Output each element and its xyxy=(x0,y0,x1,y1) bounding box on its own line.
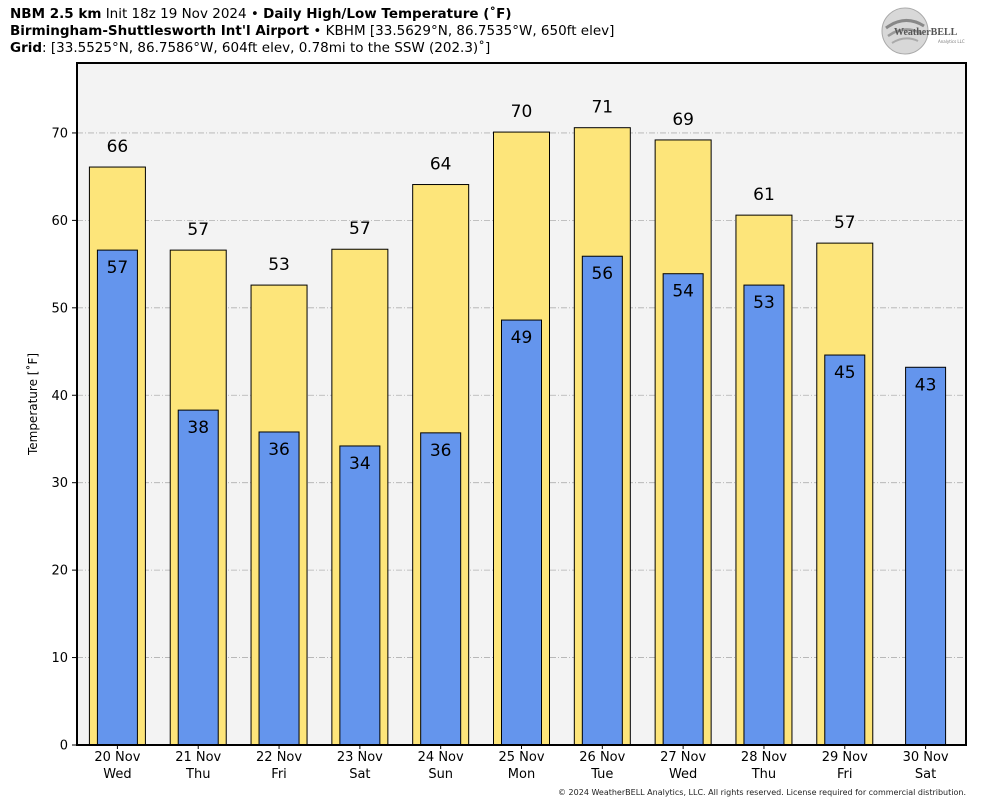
y-tick-label: 70 xyxy=(51,126,68,141)
y-tick-label: 60 xyxy=(51,214,68,229)
low-temp-bar xyxy=(177,409,219,746)
grid-info: : [33.5525°N, 86.7586°W, 604ft elev, 0.7… xyxy=(42,40,491,56)
low-temp-label: 57 xyxy=(107,258,129,278)
x-tick-label-day: Sun xyxy=(428,767,453,782)
x-tick-label-date: 20 Nov xyxy=(94,750,140,765)
station-info: KBHM [33.5629°N, 86.7535°W, 650ft elev] xyxy=(325,23,615,39)
high-temp-label: 64 xyxy=(430,155,452,175)
grid-line: Grid: [33.5525°N, 86.7586°W, 604ft elev,… xyxy=(10,40,490,57)
x-tick-label-date: 27 Nov xyxy=(660,750,706,765)
x-tick-label-date: 29 Nov xyxy=(822,750,868,765)
x-tick-label-date: 23 Nov xyxy=(337,750,383,765)
x-tick-label-day: Tue xyxy=(590,767,613,782)
bullet-separator: • xyxy=(313,23,322,39)
x-tick-label-date: 25 Nov xyxy=(498,750,544,765)
grid-label: Grid xyxy=(10,40,43,56)
low-temp-label: 56 xyxy=(591,264,613,284)
x-tick-label-date: 28 Nov xyxy=(741,750,787,765)
x-tick-label-day: Wed xyxy=(669,767,697,782)
low-temp-label: 54 xyxy=(672,282,694,302)
logo-text: WeatherBELL xyxy=(894,27,958,38)
product-name: Daily High/Low Temperature (˚F) xyxy=(263,6,512,22)
low-temp-bar xyxy=(581,255,623,746)
low-temp-label: 43 xyxy=(915,375,937,395)
high-temp-label: 61 xyxy=(753,185,775,205)
weatherbell-logo: WeatherBELL Analytics LLC xyxy=(881,7,965,55)
x-tick-label-day: Fri xyxy=(271,767,287,782)
high-temp-label: 69 xyxy=(672,110,694,130)
x-tick-label-date: 22 Nov xyxy=(256,750,302,765)
y-tick-label: 0 xyxy=(60,739,68,754)
y-tick-label: 40 xyxy=(51,389,68,404)
low-temp-label: 38 xyxy=(187,418,209,438)
y-tick-label: 20 xyxy=(51,564,68,579)
bars xyxy=(88,127,947,746)
station-name: Birmingham-Shuttlesworth Int'l Airport xyxy=(10,23,310,39)
high-temp-label: 66 xyxy=(107,137,129,157)
low-temp-bar xyxy=(905,366,947,746)
station-line: Birmingham-Shuttlesworth Int'l Airport •… xyxy=(10,23,614,40)
chart-title-line: NBM 2.5 km Init 18z 19 Nov 2024 • Daily … xyxy=(10,6,512,23)
high-temp-label: 57 xyxy=(187,220,209,240)
x-tick-label-day: Mon xyxy=(508,767,535,782)
high-temp-label: 70 xyxy=(511,102,533,122)
low-temp-label: 36 xyxy=(268,440,290,460)
low-temp-bar xyxy=(339,445,381,746)
x-tick-label-day: Thu xyxy=(751,767,776,782)
low-temp-bar xyxy=(662,273,704,746)
x-tick-label-date: 26 Nov xyxy=(579,750,625,765)
low-temp-label: 36 xyxy=(430,441,452,461)
y-tick-label: 10 xyxy=(51,651,68,666)
x-tick-label-date: 30 Nov xyxy=(903,750,949,765)
low-temp-bar xyxy=(501,319,542,746)
high-temp-label: 57 xyxy=(834,213,856,233)
y-tick-label: 30 xyxy=(51,476,68,491)
low-temp-bar xyxy=(420,432,462,746)
logo-subtext: Analytics LLC xyxy=(938,39,965,44)
y-tick-label: 50 xyxy=(51,301,68,316)
model-name: NBM 2.5 km xyxy=(10,6,102,22)
low-temp-label: 45 xyxy=(834,363,856,383)
y-axis-label: Temperature [˚F] xyxy=(25,353,40,456)
low-temp-bar xyxy=(96,249,138,746)
low-temp-bar xyxy=(258,431,300,746)
x-tick-label-date: 24 Nov xyxy=(418,750,464,765)
x-tick-label-day: Sat xyxy=(915,767,936,782)
x-tick-label-day: Thu xyxy=(185,767,210,782)
bullet-separator: • xyxy=(250,6,259,22)
low-temp-label: 53 xyxy=(753,293,775,313)
low-temp-label: 34 xyxy=(349,454,371,474)
high-temp-label: 57 xyxy=(349,219,371,239)
low-temp-bar xyxy=(743,284,785,746)
low-temp-bar xyxy=(824,354,866,746)
x-tick-label-day: Sat xyxy=(349,767,370,782)
value-labels: 66 57 57 38 53 36 57 34 64 36 70 49 71 56 69 54 61 53 57 45… xyxy=(107,98,937,474)
x-tick-label-date: 21 Nov xyxy=(175,750,221,765)
axes: 0 10 20 30 40 50 60 70 20 Nov Wed 21 Nov Thu 22 Nov F… xyxy=(51,126,948,782)
low-temp-label: 49 xyxy=(511,328,533,348)
x-tick-label-day: Fri xyxy=(837,767,853,782)
high-temp-label: 71 xyxy=(591,98,613,118)
copyright-notice: © 2024 WeatherBELL Analytics, LLC. All r… xyxy=(558,788,966,797)
high-temp-label: 53 xyxy=(268,255,290,275)
init-time: Init 18z 19 Nov 2024 xyxy=(105,6,247,22)
x-tick-label-day: Wed xyxy=(103,767,131,782)
